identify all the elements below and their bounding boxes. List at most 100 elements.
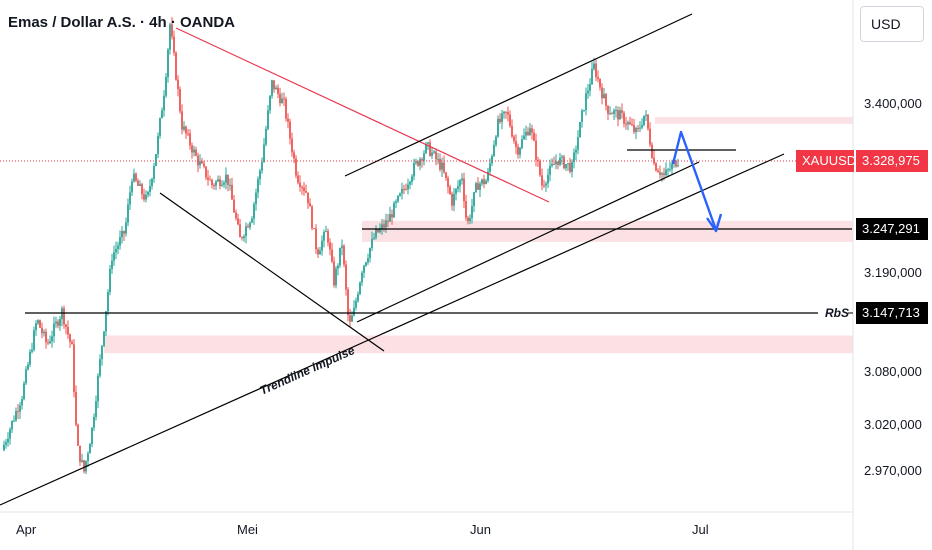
candle bbox=[405, 183, 407, 191]
candle bbox=[195, 146, 197, 157]
candle bbox=[473, 191, 475, 213]
candle bbox=[315, 224, 317, 254]
candle bbox=[43, 329, 45, 337]
candle bbox=[639, 121, 641, 132]
candle bbox=[83, 459, 85, 474]
candle bbox=[71, 339, 73, 345]
candle bbox=[127, 198, 129, 227]
candle bbox=[443, 155, 445, 174]
candle bbox=[179, 86, 181, 114]
candle bbox=[569, 158, 571, 174]
candle bbox=[135, 172, 137, 183]
candle bbox=[149, 179, 151, 197]
candle bbox=[527, 127, 529, 137]
candle bbox=[59, 315, 61, 331]
candle bbox=[583, 109, 585, 112]
candle bbox=[79, 445, 81, 466]
candle bbox=[529, 123, 531, 136]
candle bbox=[269, 95, 271, 114]
candle bbox=[221, 180, 223, 187]
candle bbox=[609, 106, 611, 115]
candle bbox=[517, 143, 519, 159]
currency-button[interactable]: USD bbox=[860, 6, 924, 42]
candle bbox=[577, 130, 579, 155]
candle bbox=[619, 106, 621, 120]
candle bbox=[559, 152, 561, 167]
candle bbox=[335, 265, 337, 289]
candle bbox=[395, 199, 397, 209]
candle bbox=[463, 172, 465, 209]
candle bbox=[435, 148, 437, 166]
candle bbox=[257, 176, 259, 199]
x-tick-label: Jul bbox=[692, 522, 709, 537]
candle bbox=[91, 427, 93, 448]
y-tick-label: 3.080,000 bbox=[864, 364, 922, 379]
candle bbox=[555, 154, 557, 170]
channel-lower-line bbox=[356, 161, 700, 323]
candle bbox=[493, 140, 495, 158]
candle bbox=[603, 88, 605, 99]
candle bbox=[563, 154, 565, 170]
candle bbox=[567, 162, 569, 171]
candle bbox=[373, 232, 375, 241]
candle bbox=[369, 247, 371, 263]
candle bbox=[327, 228, 329, 247]
candle bbox=[419, 157, 421, 171]
y-tick-label: 3.400,000 bbox=[864, 96, 922, 111]
candle bbox=[325, 225, 327, 233]
candle bbox=[101, 345, 103, 366]
candle bbox=[415, 158, 417, 166]
candle bbox=[457, 180, 459, 193]
candle bbox=[659, 165, 661, 179]
candle bbox=[653, 150, 655, 166]
candle bbox=[53, 316, 55, 343]
candle bbox=[385, 213, 387, 233]
candle bbox=[27, 361, 29, 371]
candle bbox=[557, 161, 559, 170]
candle bbox=[103, 330, 105, 348]
candle bbox=[667, 167, 669, 178]
candle bbox=[175, 51, 177, 81]
x-tick-label: Mei bbox=[237, 522, 258, 537]
candle bbox=[259, 168, 261, 186]
candle bbox=[485, 178, 487, 185]
candle bbox=[261, 157, 263, 174]
candle bbox=[281, 92, 283, 104]
candle bbox=[287, 113, 289, 129]
candle bbox=[333, 256, 335, 288]
candle bbox=[169, 22, 171, 55]
candle bbox=[625, 116, 627, 130]
candle bbox=[387, 213, 389, 228]
candle bbox=[479, 181, 481, 198]
candle bbox=[631, 118, 633, 127]
candle bbox=[233, 194, 235, 213]
descending-resistance-line bbox=[175, 27, 550, 203]
candle bbox=[515, 134, 517, 155]
candle bbox=[217, 175, 219, 183]
channel-upper-line bbox=[344, 13, 693, 177]
candle bbox=[357, 291, 359, 303]
candle bbox=[211, 178, 213, 189]
candle bbox=[167, 47, 169, 83]
candle bbox=[273, 80, 275, 93]
candle bbox=[607, 105, 609, 121]
candle bbox=[3, 440, 5, 452]
candle bbox=[225, 167, 227, 190]
candle bbox=[637, 124, 639, 133]
candle bbox=[237, 213, 239, 226]
candle bbox=[25, 366, 27, 386]
candle bbox=[133, 168, 135, 183]
candle bbox=[81, 453, 83, 463]
candle bbox=[129, 185, 131, 210]
candle bbox=[645, 110, 647, 122]
candle bbox=[411, 174, 413, 186]
candle bbox=[589, 78, 591, 97]
candle bbox=[481, 178, 483, 187]
candle bbox=[57, 319, 59, 329]
candle bbox=[341, 239, 343, 256]
candle bbox=[605, 92, 607, 111]
price-zone bbox=[362, 220, 853, 242]
candle bbox=[565, 164, 567, 171]
candle bbox=[247, 223, 249, 228]
